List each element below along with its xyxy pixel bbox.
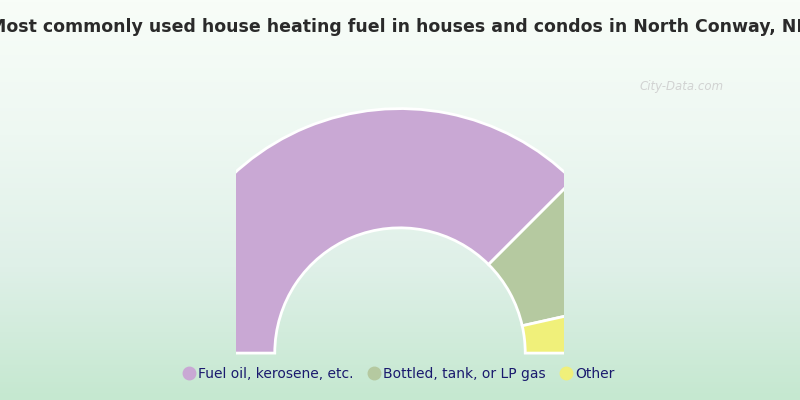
Wedge shape — [155, 108, 573, 353]
Legend: Fuel oil, kerosene, etc., Bottled, tank, or LP gas, Other: Fuel oil, kerosene, etc., Bottled, tank,… — [180, 362, 620, 387]
Wedge shape — [522, 300, 645, 353]
Text: Most commonly used house heating fuel in houses and condos in North Conway, NH: Most commonly used house heating fuel in… — [0, 18, 800, 36]
Wedge shape — [489, 180, 638, 326]
Text: City-Data.com: City-Data.com — [640, 80, 724, 93]
